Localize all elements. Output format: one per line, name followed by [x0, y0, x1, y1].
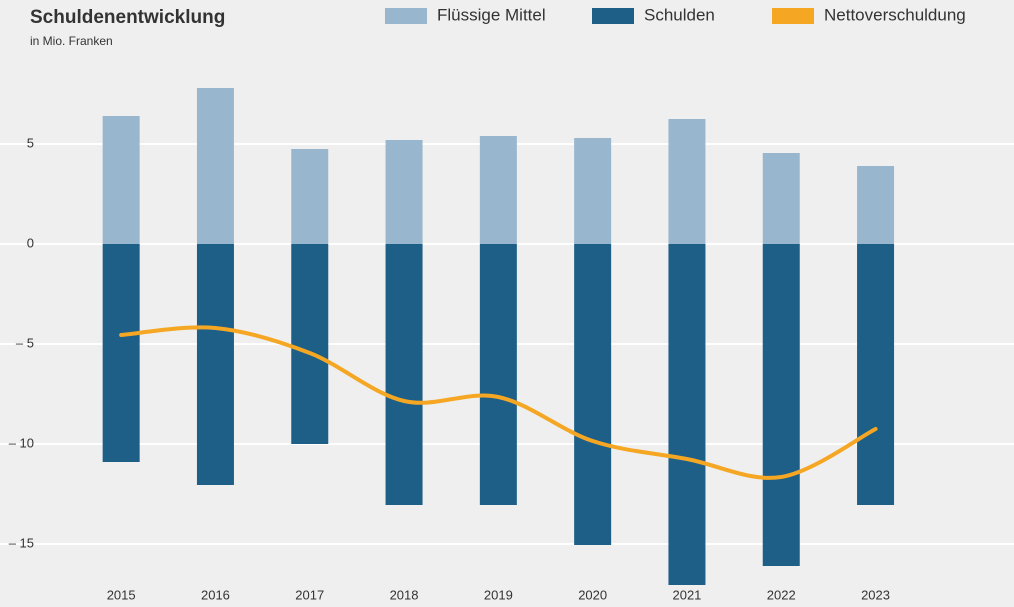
- bar: [102, 244, 140, 462]
- x-tick-label: 2021: [672, 587, 701, 602]
- bar: [668, 119, 706, 244]
- bar: [385, 244, 423, 505]
- legend-swatch: [385, 8, 427, 24]
- bar: [196, 244, 234, 485]
- bar: [291, 149, 329, 244]
- bar: [574, 244, 612, 545]
- bar: [574, 138, 612, 244]
- bar: [857, 166, 895, 244]
- legend-label: Nettoverschuldung: [824, 5, 966, 24]
- bar: [857, 244, 895, 505]
- bar: [291, 244, 329, 444]
- x-tick-label: 2019: [484, 587, 513, 602]
- bar: [196, 88, 234, 244]
- x-tick-label: 2015: [107, 587, 136, 602]
- x-tick-label: 2020: [578, 587, 607, 602]
- y-tick-label: – 10: [9, 435, 34, 450]
- y-tick-label: – 5: [16, 335, 34, 350]
- x-tick-label: 2018: [390, 587, 419, 602]
- bar: [762, 244, 800, 566]
- bar: [385, 140, 423, 244]
- line: [119, 325, 878, 480]
- chart-subtitle: in Mio. Franken: [30, 34, 113, 48]
- chart-title: Schuldenentwicklung: [30, 7, 225, 28]
- y-tick-label: 5: [27, 135, 34, 150]
- legend-swatch: [772, 8, 814, 24]
- bar: [668, 244, 706, 585]
- bar: [479, 244, 517, 505]
- x-tick-label: 2017: [295, 587, 324, 602]
- bar: [102, 116, 140, 244]
- y-tick-label: – 15: [9, 535, 34, 550]
- y-tick-label: 0: [27, 235, 34, 250]
- x-tick-label: 2016: [201, 587, 230, 602]
- bar: [479, 136, 517, 244]
- legend-label: Flüssige Mittel: [437, 5, 546, 24]
- bar: [762, 153, 800, 244]
- legend-label: Schulden: [644, 5, 715, 24]
- x-tick-label: 2022: [767, 587, 796, 602]
- legend-swatch: [592, 8, 634, 24]
- x-tick-label: 2023: [861, 587, 890, 602]
